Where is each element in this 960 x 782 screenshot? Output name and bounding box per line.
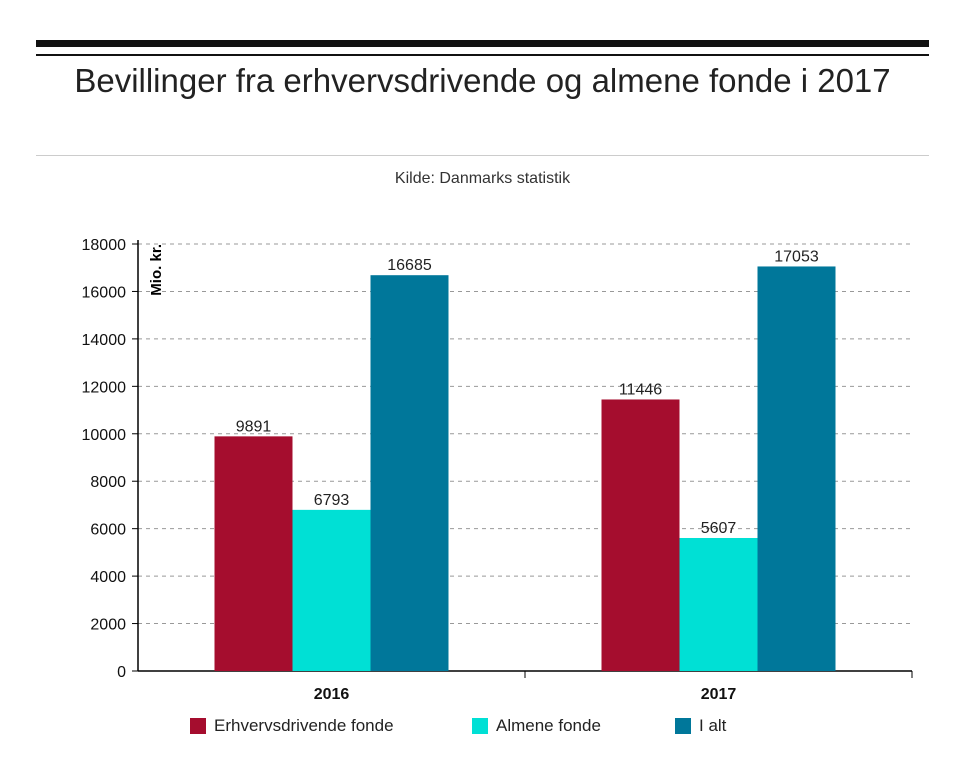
y-tick-label: 14000: [82, 332, 127, 349]
legend-item[interactable]: Almene fonde: [472, 716, 601, 736]
y-tick-label: 2000: [90, 617, 126, 634]
bar-i-alt-2017: [757, 266, 836, 671]
legend-swatch: [190, 718, 206, 734]
bar-erhvervsdrivende-fonde-2016: [214, 436, 293, 671]
bar-almene-fonde-2016: [292, 509, 371, 671]
data-label: 17053: [774, 248, 819, 265]
legend-item[interactable]: I alt: [675, 716, 726, 736]
data-label: 5607: [701, 520, 737, 537]
legend-swatch: [472, 718, 488, 734]
y-tick-label: 6000: [90, 522, 126, 539]
chart-title: Bevillinger fra erhvervsdrivende og alme…: [74, 62, 891, 99]
chart-subtitle: Kilde: Danmarks statistik: [394, 170, 571, 187]
bar-erhvervsdrivende-fonde-2017: [601, 399, 680, 671]
data-label: 6793: [314, 492, 350, 509]
top-thick-rule: [36, 40, 929, 47]
y-axis-label: Mio. kr.: [148, 244, 165, 296]
legend-label: Erhvervsdrivende fonde: [214, 716, 394, 735]
y-tick-label: 16000: [82, 284, 127, 301]
y-tick-label: 0: [117, 664, 126, 681]
y-tick-label: 4000: [90, 569, 126, 586]
legend-swatch: [675, 718, 691, 734]
y-tick-label: 18000: [82, 237, 127, 254]
legend-label: Almene fonde: [496, 716, 601, 735]
legend-item[interactable]: Erhvervsdrivende fonde: [190, 716, 394, 736]
chart-legend: Erhvervsdrivende fonde Almene fonde I alt: [0, 716, 960, 742]
y-tick-label: 10000: [82, 427, 127, 444]
bar-almene-fonde-2017: [679, 537, 758, 671]
top-thin-rule: [36, 54, 929, 56]
legend-label: I alt: [699, 716, 727, 735]
bar-i-alt-2016: [370, 275, 449, 671]
y-tick-label: 12000: [82, 379, 127, 396]
title-divider: [36, 155, 929, 156]
y-tick-label: 8000: [90, 474, 126, 491]
data-label: 9891: [236, 418, 272, 435]
x-tick-label: 2016: [314, 686, 350, 703]
data-label: 16685: [387, 257, 432, 274]
data-label: 11446: [619, 381, 662, 398]
x-tick-label: 2017: [701, 686, 737, 703]
